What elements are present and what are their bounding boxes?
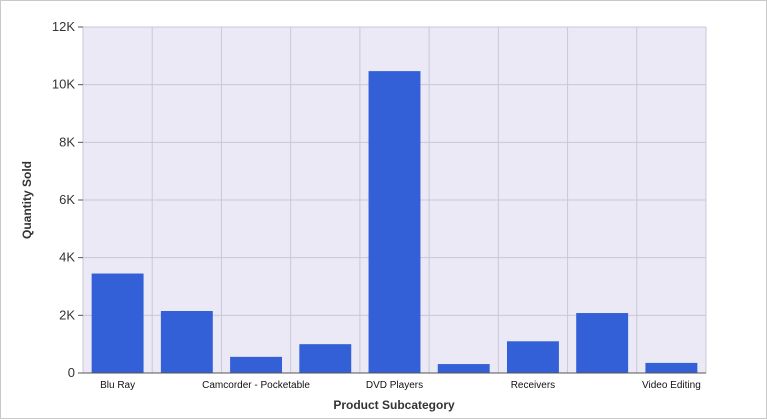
- bar: [230, 356, 283, 373]
- bar: [437, 364, 490, 373]
- bar: [506, 341, 559, 373]
- bar: [299, 344, 352, 373]
- x-tick-label: DVD Players: [366, 380, 423, 391]
- y-tick-label: 2K: [59, 307, 75, 322]
- bar: [368, 71, 421, 374]
- x-axis-title: Product Subcategory: [333, 398, 455, 412]
- x-axis-ticks: Blu Ray Camcorder - Pocketable DVD Players…: [100, 380, 701, 391]
- bar: [576, 313, 629, 373]
- bar: [645, 362, 698, 373]
- x-tick-label: Camcorder - Pocketable: [202, 380, 310, 391]
- x-tick-label: Blu Ray: [100, 380, 135, 391]
- bars: [91, 71, 698, 374]
- y-tick-label: 8K: [59, 134, 75, 149]
- y-tick-label: 6K: [59, 192, 75, 207]
- y-tick-label: 12K: [52, 19, 75, 34]
- bar: [91, 273, 144, 373]
- x-tick-label: Video Editing: [642, 380, 701, 391]
- y-tick-label: 10K: [52, 77, 75, 92]
- x-tick-label: Receivers: [511, 380, 555, 391]
- y-tick-label: 4K: [59, 250, 75, 265]
- bar: [160, 311, 213, 373]
- y-axis-ticks: 0 2K 4K 6K 8K 10K 12K: [52, 19, 83, 380]
- y-tick-label: 0: [68, 365, 75, 380]
- y-axis-title: Quantity Sold: [20, 161, 34, 239]
